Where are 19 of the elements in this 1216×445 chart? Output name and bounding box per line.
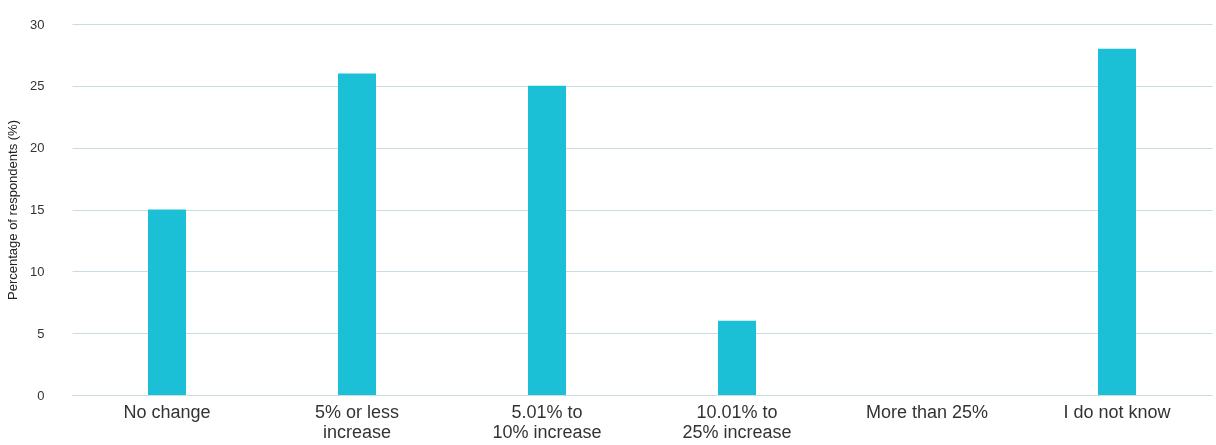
x-tick-label: More than 25% [865, 401, 989, 422]
bar [338, 73, 376, 395]
bar [718, 320, 756, 395]
x-tick-label: 10.01% to 25% increase [682, 401, 792, 442]
y-tick-label: 25 [30, 78, 45, 94]
y-tick-label: 10 [30, 263, 45, 279]
y-axis-title: Percentage of respondents (%) [5, 120, 21, 300]
bar [1098, 48, 1136, 395]
y-tick-label: 30 [30, 16, 45, 32]
y-tick-label: 15 [30, 202, 45, 217]
y-tick-label: 0 [37, 387, 45, 403]
x-tick-label: No change [123, 401, 211, 422]
x-tick-label: 5% or less increase [314, 401, 400, 442]
x-tick-label: I do not know [1063, 401, 1172, 422]
y-tick-label: 20 [30, 140, 45, 156]
x-tick-label: 5.01% to 10% increase [492, 401, 602, 442]
bar [528, 85, 566, 395]
bar [148, 209, 186, 395]
y-tick-label: 5 [37, 325, 45, 341]
